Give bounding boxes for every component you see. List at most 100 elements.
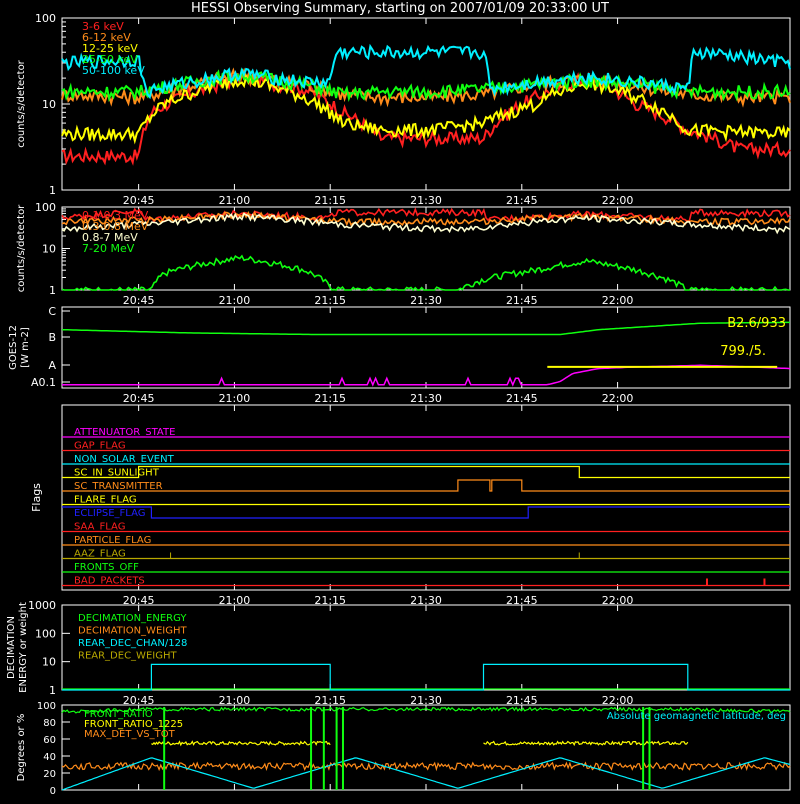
flags-row-label-7: SAA_FLAG [74, 522, 125, 533]
lowE-ylabel: counts/s/detector [16, 59, 27, 147]
figure-title: HESSI Observing Summary, starting on 200… [191, 1, 609, 16]
flags-row-label-2: NON_SOLAR_EVENT [74, 454, 175, 465]
lowE-ytick-label: 10 [42, 98, 56, 111]
lowE-series-2 [61, 72, 791, 145]
lowE-series-4 [61, 43, 791, 100]
highE-series-2 [61, 212, 791, 235]
lowE-xtick-label: 21:45 [506, 194, 538, 207]
flags-row-label-1: GAP_FLAG [74, 441, 126, 452]
decim-ylabel-2: ENERGY or weight [18, 602, 29, 693]
goes-xtick-label: 22:00 [602, 392, 634, 405]
highE-legend-1: 0.3-0.8 MeV [82, 220, 149, 233]
goes-xtick-label: 20:45 [123, 392, 155, 405]
highE-ytick-label: 10 [42, 243, 56, 256]
ratios-series-2 [61, 761, 791, 772]
ratios-series-1 [151, 740, 689, 747]
flags-row-line-3 [62, 465, 790, 479]
goes-xtick-label: 21:45 [506, 392, 538, 405]
highE-xtick-label: 20:45 [123, 294, 155, 307]
highE-xtick-label: 21:15 [314, 294, 346, 307]
flags-row-label-3: SC_IN_SUNLIGHT [74, 468, 160, 479]
highE-series-3 [61, 254, 790, 292]
decim-xtick-label: 21:30 [410, 694, 442, 707]
goes-xtick-label: 21:30 [410, 392, 442, 405]
ratios-series-3 [61, 757, 791, 791]
decim-xtick-label: 21:45 [506, 694, 538, 707]
ratios-ytick-label: 40 [43, 752, 56, 763]
highE-xtick-label: 21:30 [410, 294, 442, 307]
ratios-annotation: Absolute geomagnetic latitude, deg [607, 711, 786, 722]
goes-ytick-label: B [48, 331, 56, 344]
highE-legend-2: 0.8-7 MeV [82, 231, 138, 244]
highE-legend-3: 7-20 MeV [82, 242, 135, 255]
decim-series-1 [62, 663, 790, 691]
flags-xtick-label: 21:00 [219, 594, 251, 607]
flags-row-line-4 [62, 479, 790, 492]
flags-xtick-label: 22:00 [602, 594, 634, 607]
decim-xtick-label: 20:45 [123, 694, 155, 707]
decim-xtick-label: 22:00 [602, 694, 634, 707]
lowE-ytick-label: 100 [35, 12, 56, 25]
ratios-legend-1: FRONT_RATIO_1225 [84, 719, 183, 730]
lowE-xtick-label: 21:00 [219, 194, 251, 207]
flags-row-label-8: PARTICLE_FLAG [74, 535, 151, 546]
decim-legend-1: DECIMATION_WEIGHT [78, 626, 187, 637]
ratios-series-0 [61, 706, 791, 714]
highE-ytick-label: 100 [35, 201, 56, 214]
decim-xtick-label: 21:15 [314, 694, 346, 707]
flags-row-line-6 [62, 506, 790, 519]
goes-ylabel-units: [W m-2] [20, 327, 31, 368]
lowE-ytick-label: 1 [49, 184, 56, 197]
lowE-legend-1: 6-12 keV [82, 31, 131, 44]
goes-ytick-label: A [48, 359, 56, 372]
highE-xtick-label: 21:45 [506, 294, 538, 307]
goes-xtick-label: 21:00 [219, 392, 251, 405]
lowE-xtick-label: 21:15 [314, 194, 346, 207]
flags-row-label-11: BAD_PACKETS [74, 576, 145, 587]
ratios-legend-0: FRONT_RATIO [84, 709, 153, 720]
ratios-ytick-label: 60 [43, 735, 56, 746]
flags-row-label-0: ATTENUATOR_STATE [74, 427, 175, 438]
lowE-legend-2: 12-25 keV [82, 42, 138, 55]
ratios-ylabel: Degrees or % [16, 714, 27, 782]
lowE-xtick-label: 21:30 [410, 194, 442, 207]
goes-ytick-label: A0.1 [31, 376, 56, 389]
decim-ytick-label: 10 [42, 656, 56, 669]
decim-ytick-label: 100 [35, 627, 56, 640]
decim-xtick-label: 21:00 [219, 694, 251, 707]
lowE-legend-3: 25-50 keV [82, 53, 138, 66]
decim-ylabel-1: DECIMATION [6, 616, 17, 679]
goes-ytick-label: C [48, 305, 56, 318]
goes-xtick-label: 21:15 [314, 392, 346, 405]
flags-row-label-9: AAZ_FLAG [74, 549, 126, 560]
highE-xtick-label: 22:00 [602, 294, 634, 307]
decim-legend-2: REAR_DEC_CHAN/128 [78, 638, 187, 649]
flags-row-label-10: FRONTS_OFF [74, 562, 139, 573]
goes-ylabel: GOES-12 [8, 325, 19, 370]
highE-ylabel: counts/s/detector [16, 204, 27, 292]
ratios-ytick-label: 80 [43, 718, 56, 729]
decim-ytick-label: 1000 [28, 599, 56, 612]
ratios-ytick-label: 100 [37, 701, 56, 712]
goes-annotation-1: 799./5. [720, 344, 766, 359]
flags-xtick-label: 20:45 [123, 594, 155, 607]
lowE-xtick-label: 20:45 [123, 194, 155, 207]
flags-xtick-label: 21:30 [410, 594, 442, 607]
lowE-legend-4: 50-100 keV [82, 64, 145, 77]
goes-series-0 [61, 321, 790, 336]
flags-row-label-5: FLARE_FLAG [74, 495, 137, 506]
flags-ylabel: Flags [30, 483, 43, 512]
ratios-ytick-label: 20 [43, 769, 56, 780]
decim-legend-3: REAR_DEC_WEIGHT [78, 651, 177, 662]
highE-ytick-label: 1 [49, 284, 56, 297]
highE-legend-0: 0.1-0.3 MeV [82, 209, 149, 222]
flags-xtick-label: 21:45 [506, 594, 538, 607]
flags-xtick-label: 21:15 [314, 594, 346, 607]
highE-xtick-label: 21:00 [219, 294, 251, 307]
flags-row-label-6: ECLIPSE_FLAG [74, 508, 145, 519]
lowE-xtick-label: 22:00 [602, 194, 634, 207]
ratios-legend-2: MAX_DET_VS_TOT [84, 729, 176, 740]
